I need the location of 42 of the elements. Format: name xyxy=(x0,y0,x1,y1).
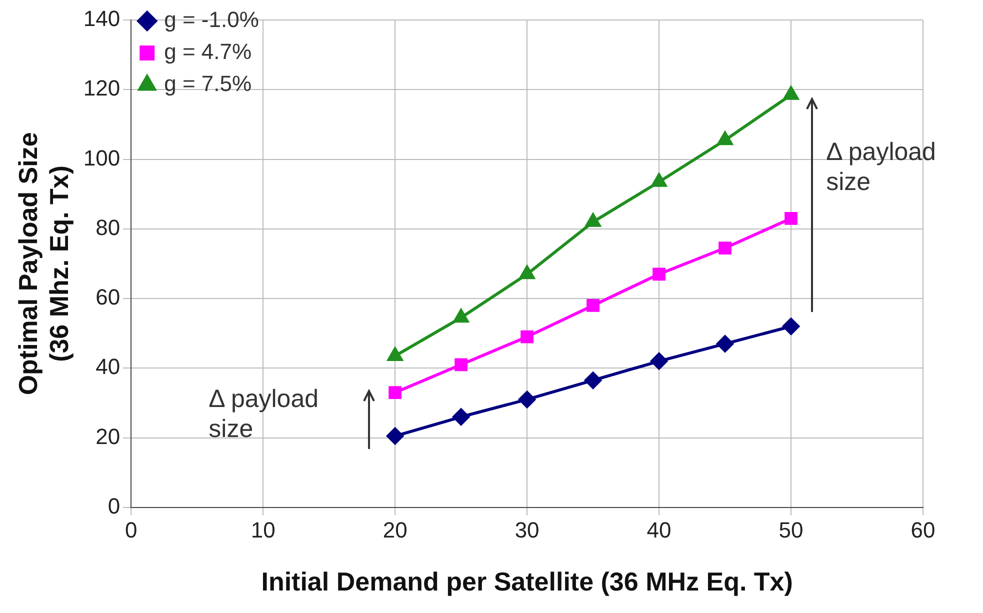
y-tick-label: 120 xyxy=(83,76,120,101)
y-tick-label: 100 xyxy=(83,145,120,170)
point xyxy=(454,358,468,372)
x-tick-label: 60 xyxy=(910,518,936,543)
point xyxy=(652,268,666,281)
legend-label: g = 4.7% xyxy=(164,39,252,64)
y-tick-label: 20 xyxy=(96,424,120,449)
annotation: Δ payload size xyxy=(826,137,937,198)
annotation: Δ payload size xyxy=(208,384,320,444)
legend-label: g = 7.5% xyxy=(164,71,252,96)
point xyxy=(585,213,601,227)
x-tick-label: 0 xyxy=(124,518,138,543)
x-tick-label: 20 xyxy=(382,518,408,543)
point xyxy=(518,390,536,408)
x-tick-label: 30 xyxy=(514,518,540,543)
point xyxy=(650,352,668,370)
point xyxy=(584,372,602,389)
x-tick-label: 10 xyxy=(250,518,276,543)
y-tick-label: 40 xyxy=(96,354,120,380)
point xyxy=(717,132,733,146)
point xyxy=(651,173,667,187)
point xyxy=(784,212,798,225)
y-tick-label: 60 xyxy=(96,284,120,310)
point xyxy=(519,266,535,280)
y-tick-label: 140 xyxy=(83,6,120,32)
point xyxy=(586,299,600,312)
point xyxy=(783,86,799,100)
point xyxy=(716,335,734,352)
point xyxy=(452,408,470,426)
y-tick-label: 80 xyxy=(96,214,120,240)
x-tick-label: 50 xyxy=(778,518,804,543)
x-axis-title: Initial Demand per Satellite (36 MHz Eq. Tx) xyxy=(261,566,793,597)
point xyxy=(388,386,402,399)
y-tick-label: 0 xyxy=(108,493,120,518)
point xyxy=(782,318,800,335)
point xyxy=(386,428,404,445)
point xyxy=(454,309,469,323)
point xyxy=(718,242,732,254)
legend-label: g = -1.0% xyxy=(164,7,259,32)
x-tick-label: 40 xyxy=(646,518,672,543)
y-axis-title: Optimal Payload Size (36 Mhz. Eq. Tx) xyxy=(12,132,74,396)
point xyxy=(520,330,534,344)
